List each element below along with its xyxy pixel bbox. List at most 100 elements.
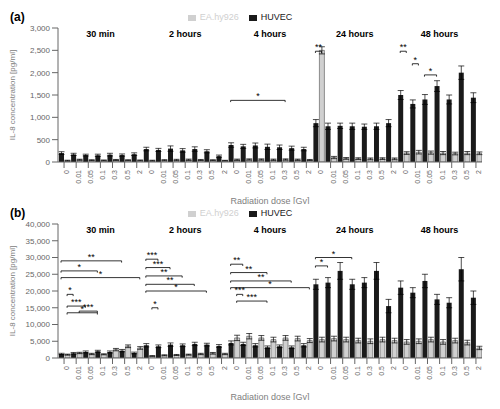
svg-text:0.1: 0.1 [439, 366, 446, 376]
svg-text:0: 0 [46, 354, 51, 363]
svg-text:0: 0 [46, 158, 51, 167]
svg-text:2: 2 [221, 170, 228, 174]
svg-text:Radiation dose [Gy]: Radiation dose [Gy] [230, 196, 309, 204]
svg-text:**: ** [245, 264, 253, 274]
svg-text:0.05: 0.05 [87, 170, 94, 184]
svg-text:*: * [99, 269, 103, 279]
svg-text:0.3: 0.3 [111, 170, 118, 180]
svg-text:48 hours: 48 hours [421, 225, 459, 235]
svg-text:0: 0 [148, 170, 155, 174]
svg-text:2: 2 [390, 170, 397, 174]
svg-text:**: ** [257, 272, 265, 282]
svg-text:15,000: 15,000 [26, 304, 51, 313]
svg-text:2 hours: 2 hours [169, 225, 202, 235]
svg-text:0.5: 0.5 [124, 170, 131, 180]
svg-text:**: ** [167, 275, 175, 285]
svg-text:0.1: 0.1 [354, 366, 361, 376]
svg-text:0.01: 0.01 [75, 366, 82, 380]
svg-text:48 hours: 48 hours [421, 29, 459, 39]
svg-text:0.01: 0.01 [160, 170, 167, 184]
svg-text:0.5: 0.5 [124, 366, 131, 376]
svg-text:0.3: 0.3 [196, 366, 203, 376]
svg-text:25,000: 25,000 [26, 270, 51, 279]
svg-text:0.1: 0.1 [184, 170, 191, 180]
svg-text:*: * [429, 66, 433, 76]
svg-text:1,500: 1,500 [30, 91, 51, 100]
svg-text:2: 2 [136, 170, 143, 174]
svg-text:**: ** [400, 42, 408, 52]
svg-text:24 hours: 24 hours [336, 225, 374, 235]
svg-text:0: 0 [233, 170, 240, 174]
svg-text:0.3: 0.3 [196, 170, 203, 180]
svg-text:2,500: 2,500 [30, 46, 51, 55]
svg-text:*: * [174, 282, 178, 292]
svg-text:5,000: 5,000 [30, 337, 51, 346]
svg-text:0.01: 0.01 [414, 366, 421, 380]
svg-text:0.01: 0.01 [75, 170, 82, 184]
svg-text:0.5: 0.5 [378, 366, 385, 376]
svg-text:0.1: 0.1 [269, 170, 276, 180]
svg-text:2: 2 [390, 366, 397, 370]
svg-text:30,000: 30,000 [26, 253, 51, 262]
svg-text:2: 2 [305, 170, 312, 174]
svg-text:30 min: 30 min [86, 29, 115, 39]
svg-text:0.1: 0.1 [99, 170, 106, 180]
svg-text:2: 2 [475, 366, 482, 370]
svg-text:0.05: 0.05 [257, 170, 264, 184]
svg-text:***: *** [83, 302, 94, 312]
svg-text:0.05: 0.05 [342, 366, 349, 380]
svg-text:0: 0 [402, 170, 409, 174]
svg-text:**: ** [233, 255, 241, 265]
svg-text:*: * [256, 91, 260, 101]
svg-text:*: * [268, 279, 272, 289]
svg-text:2: 2 [475, 170, 482, 174]
svg-text:0: 0 [317, 170, 324, 174]
svg-text:0: 0 [317, 366, 324, 370]
svg-text:0.01: 0.01 [160, 366, 167, 380]
svg-text:0.5: 0.5 [293, 170, 300, 180]
svg-text:0: 0 [233, 366, 240, 370]
svg-text:0.05: 0.05 [257, 366, 264, 380]
svg-text:0.1: 0.1 [99, 366, 106, 376]
svg-text:1,000: 1,000 [30, 113, 51, 122]
svg-text:0.05: 0.05 [426, 170, 433, 184]
svg-text:4 hours: 4 hours [254, 29, 287, 39]
svg-text:Radiation dose [Gy]: Radiation dose [Gy] [230, 392, 309, 400]
svg-text:0.05: 0.05 [342, 170, 349, 184]
svg-text:**: ** [88, 252, 96, 262]
svg-text:0: 0 [63, 170, 70, 174]
svg-text:0.3: 0.3 [451, 366, 458, 376]
svg-text:0.5: 0.5 [293, 366, 300, 376]
svg-text:0: 0 [148, 366, 155, 370]
svg-text:0.05: 0.05 [172, 170, 179, 184]
svg-text:*: * [153, 299, 157, 309]
svg-text:***: *** [234, 285, 245, 295]
svg-text:0.3: 0.3 [451, 170, 458, 180]
svg-text:2: 2 [221, 366, 228, 370]
svg-text:*: * [414, 55, 418, 65]
svg-text:***: *** [247, 292, 258, 302]
svg-text:4 hours: 4 hours [254, 225, 287, 235]
svg-text:0.05: 0.05 [87, 366, 94, 380]
svg-text:0.01: 0.01 [330, 170, 337, 184]
svg-text:0.01: 0.01 [330, 366, 337, 380]
svg-text:*: * [332, 249, 336, 259]
svg-text:2: 2 [305, 366, 312, 370]
svg-text:30 min: 30 min [86, 225, 115, 235]
svg-text:0.5: 0.5 [378, 170, 385, 180]
svg-text:0.01: 0.01 [414, 170, 421, 184]
svg-text:2: 2 [136, 366, 143, 370]
svg-text:0.1: 0.1 [354, 170, 361, 180]
svg-text:2,000: 2,000 [30, 69, 51, 78]
svg-text:10,000: 10,000 [26, 320, 51, 329]
svg-text:0.3: 0.3 [281, 170, 288, 180]
svg-text:0.3: 0.3 [366, 366, 373, 376]
svg-text:0.3: 0.3 [281, 366, 288, 376]
svg-text:0.5: 0.5 [208, 366, 215, 376]
svg-text:*: * [77, 262, 81, 272]
svg-text:0.05: 0.05 [172, 366, 179, 380]
svg-text:IL-8 concentration [pg/ml]: IL-8 concentration [pg/ml] [8, 246, 17, 336]
svg-text:0.1: 0.1 [269, 366, 276, 376]
svg-text:2 hours: 2 hours [169, 29, 202, 39]
svg-text:0: 0 [402, 366, 409, 370]
